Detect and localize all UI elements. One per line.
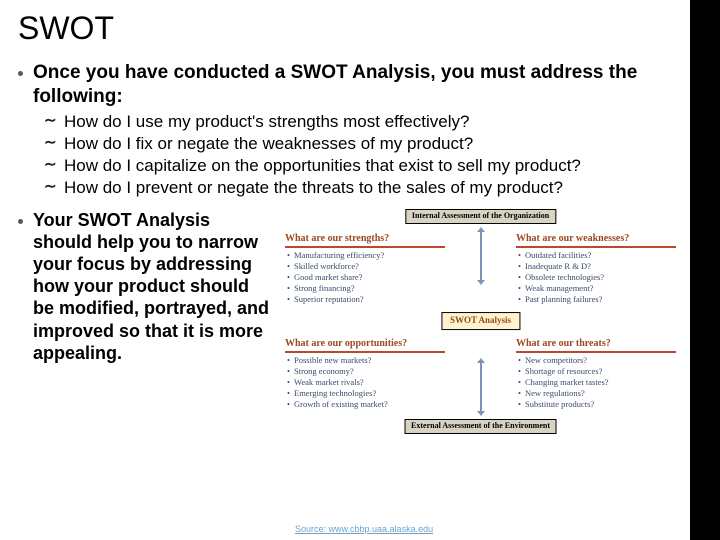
curl-icon: ∼ xyxy=(44,133,57,153)
quad-item: Inadequate R & D? xyxy=(518,261,676,272)
quad-item: Strong financing? xyxy=(287,283,445,294)
slide-content: SWOT Once you have conducted a SWOT Anal… xyxy=(0,0,720,444)
quad-item: Superior reputation? xyxy=(287,294,445,305)
bullet-dot-icon xyxy=(18,71,23,76)
arrow-icon xyxy=(480,231,482,281)
quad-item: Skilled workforce? xyxy=(287,261,445,272)
quad-item: Weak management? xyxy=(518,283,676,294)
sub-item: ∼ How do I capitalize on the opportunitie… xyxy=(44,155,684,177)
curl-icon: ∼ xyxy=(44,111,57,131)
sub-item: ∼ How do I fix or negate the weaknesses o… xyxy=(44,133,684,155)
quad-item: Strong economy? xyxy=(287,366,445,377)
arrow-icon xyxy=(480,362,482,412)
bullet-dot-icon xyxy=(18,219,23,224)
quad-heading: What are our strengths? xyxy=(285,233,445,248)
decorative-side-bar xyxy=(690,0,720,540)
swot-center-label: SWOT Analysis xyxy=(441,312,520,330)
sub-question-list: ∼ How do I use my product's strengths mos… xyxy=(44,111,684,199)
internal-assessment-label: Internal Assessment of the Organization xyxy=(405,209,556,224)
quad-item: Possible new markets? xyxy=(287,355,445,366)
slide-title: SWOT xyxy=(18,10,684,47)
quad-item: Emerging technologies? xyxy=(287,388,445,399)
quad-item: Growth of existing market? xyxy=(287,399,445,410)
lower-section: Your SWOT Analysis should help you to na… xyxy=(18,209,684,434)
quad-weaknesses: What are our weaknesses? Outdated facili… xyxy=(516,233,676,305)
quad-item: Shortage of resources? xyxy=(518,366,676,377)
quad-heading: What are our threats? xyxy=(516,338,676,353)
quad-item: Outdated facilities? xyxy=(518,250,676,261)
sub-item: ∼ How do I prevent or negate the threats … xyxy=(44,177,684,199)
quad-item: Changing market tastes? xyxy=(518,377,676,388)
quad-item: Manufacturing efficiency? xyxy=(287,250,445,261)
point1-text: Once you have conducted a SWOT Analysis,… xyxy=(33,62,637,107)
quad-item: New regulations? xyxy=(518,388,676,399)
sub-item-text: How do I fix or negate the weaknesses of… xyxy=(64,134,473,153)
external-assessment-label: External Assessment of the Environment xyxy=(404,419,557,434)
sub-item: ∼ How do I use my product's strengths mos… xyxy=(44,111,684,133)
swot-diagram: Internal Assessment of the Organization … xyxy=(283,209,678,434)
sub-item-text: How do I capitalize on the opportunities… xyxy=(64,156,581,175)
sub-item-text: How do I prevent or negate the threats t… xyxy=(64,178,563,197)
quad-heading: What are our opportunities? xyxy=(285,338,445,353)
quad-item: New competitors? xyxy=(518,355,676,366)
quad-item: Obsolete technologies? xyxy=(518,272,676,283)
quad-item: Substitute products? xyxy=(518,399,676,410)
quad-opportunities: What are our opportunities? Possible new… xyxy=(285,338,445,410)
bullet-point-2: Your SWOT Analysis should help you to na… xyxy=(18,209,273,364)
bullet-point-1: Once you have conducted a SWOT Analysis,… xyxy=(18,61,684,109)
quad-item: Past planning failures? xyxy=(518,294,676,305)
point2-text: Your SWOT Analysis should help you to na… xyxy=(33,210,269,363)
curl-icon: ∼ xyxy=(44,155,57,175)
quad-item: Good market share? xyxy=(287,272,445,283)
quad-heading: What are our weaknesses? xyxy=(516,233,676,248)
quad-threats: What are our threats? New competitors? S… xyxy=(516,338,676,410)
quad-strengths: What are our strengths? Manufacturing ef… xyxy=(285,233,445,305)
curl-icon: ∼ xyxy=(44,177,57,197)
quad-item: Weak market rivals? xyxy=(287,377,445,388)
sub-item-text: How do I use my product's strengths most… xyxy=(64,112,469,131)
source-citation: Source: www.cbbp.uaa.alaska.edu xyxy=(295,524,433,534)
